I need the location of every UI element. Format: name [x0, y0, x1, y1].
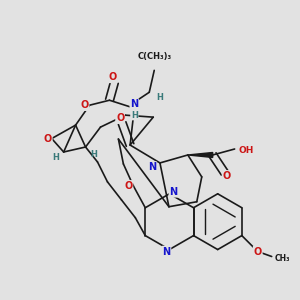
Text: N: N	[162, 247, 170, 256]
Text: CH₃: CH₃	[275, 254, 290, 263]
Text: N: N	[148, 162, 156, 172]
Text: H: H	[156, 93, 163, 102]
Text: C(CH₃)₃: C(CH₃)₃	[137, 52, 171, 61]
Text: O: O	[108, 72, 117, 82]
Text: H: H	[131, 111, 138, 120]
Text: N: N	[169, 187, 178, 197]
Text: O: O	[44, 134, 52, 144]
Text: H: H	[52, 154, 59, 163]
Text: OH: OH	[239, 146, 254, 155]
Text: O: O	[80, 100, 89, 110]
Text: O: O	[124, 181, 133, 191]
Text: O: O	[254, 247, 262, 256]
Text: O: O	[223, 171, 231, 181]
Polygon shape	[188, 152, 213, 158]
Text: H: H	[90, 151, 97, 160]
Text: N: N	[130, 99, 138, 109]
Text: O: O	[116, 113, 124, 123]
